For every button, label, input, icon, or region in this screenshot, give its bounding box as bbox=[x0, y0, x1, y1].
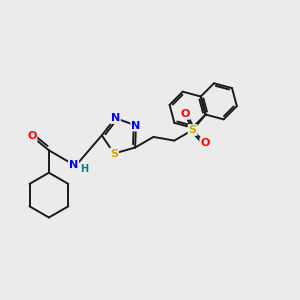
Text: O: O bbox=[200, 138, 210, 148]
Text: H: H bbox=[80, 164, 88, 174]
Text: S: S bbox=[189, 125, 196, 135]
Text: S: S bbox=[110, 148, 118, 158]
Text: N: N bbox=[111, 113, 120, 123]
Text: O: O bbox=[180, 109, 190, 119]
Text: N: N bbox=[69, 160, 78, 170]
Text: O: O bbox=[27, 131, 37, 141]
Text: N: N bbox=[131, 121, 140, 130]
